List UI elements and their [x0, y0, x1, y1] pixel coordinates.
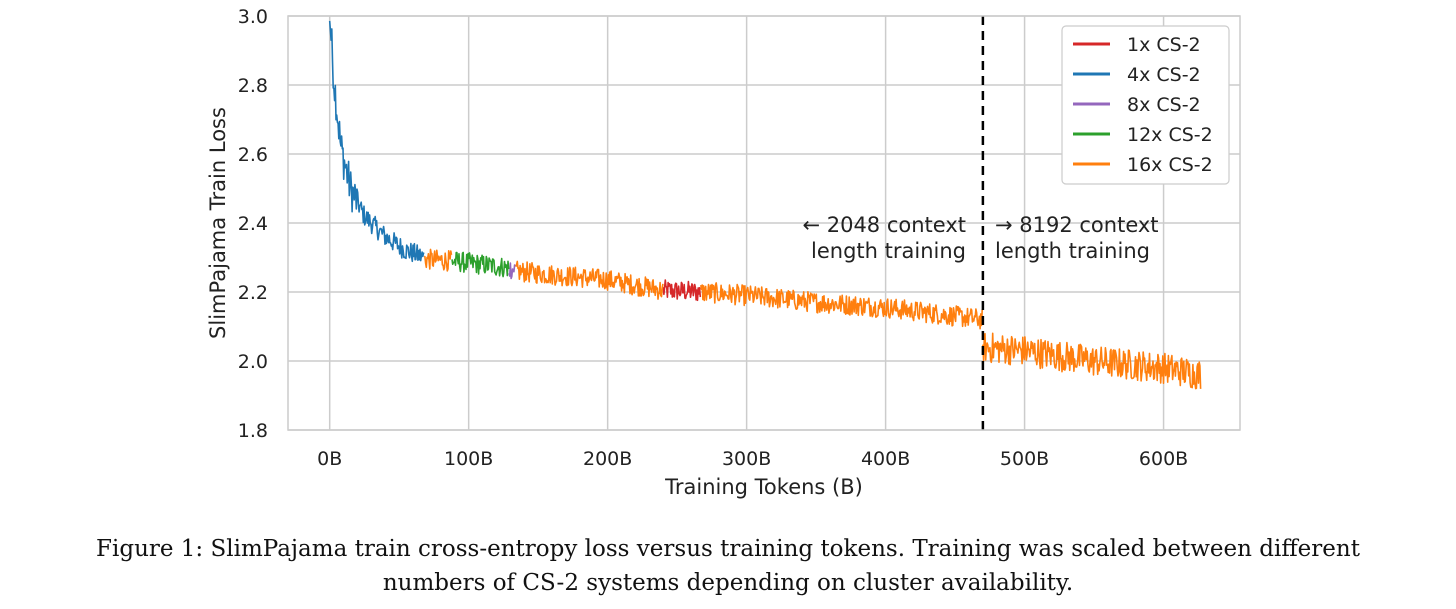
loss-chart: 0B 100B 200B 300B 400B 500B 600B 1.8 2.0 2.2 2.4 2… [206, 6, 1241, 499]
figure-caption: Figure 1: SlimPajama train cross-entropy… [0, 532, 1456, 600]
annotation-2048-line2: length training [811, 239, 966, 263]
legend-box [1061, 25, 1230, 185]
x-axis-label: Training Tokens (B) [664, 475, 863, 499]
y-tick-label: 2.0 [238, 351, 268, 373]
x-tick-label: 300B [722, 448, 771, 470]
series-line [508, 262, 517, 280]
y-tick-label: 2.2 [238, 282, 268, 304]
y-tick-label: 2.4 [238, 213, 268, 235]
series-line [662, 279, 702, 302]
series-line [328, 20, 425, 263]
y-ticks: 1.8 2.0 2.2 2.4 2.6 2.8 3.0 [238, 6, 268, 442]
legend-label: 12x CS-2 [1127, 124, 1213, 146]
legend-label: 16x CS-2 [1127, 154, 1213, 176]
caption-line-1: Figure 1: SlimPajama train cross-entropy… [96, 536, 1360, 562]
y-tick-label: 1.8 [238, 420, 268, 442]
legend-label: 1x CS-2 [1127, 34, 1201, 56]
series-line [982, 332, 1202, 390]
series-lines [328, 20, 1202, 390]
x-tick-label: 500B [1000, 448, 1049, 470]
x-tick-label: 600B [1139, 448, 1188, 470]
x-tick-label: 0B [317, 448, 342, 470]
series-line [423, 248, 453, 272]
legend-label: 4x CS-2 [1127, 64, 1201, 86]
plot-frame [287, 15, 1241, 431]
legend: 1x CS-2 4x CS-2 8x CS-2 12x CS-2 16x CS-2 [1061, 25, 1230, 185]
y-axis-label: SlimPajama Train Loss [206, 107, 230, 339]
series-line [515, 260, 664, 300]
legend-label: 8x CS-2 [1127, 94, 1201, 116]
y-tick-label: 2.6 [238, 144, 268, 166]
y-tick-label: 3.0 [238, 6, 268, 28]
x-tick-label: 400B [861, 448, 910, 470]
x-tick-label: 100B [444, 448, 493, 470]
x-ticks: 0B 100B 200B 300B 400B 500B 600B [317, 448, 1188, 470]
caption-line-2: numbers of CS-2 systems depending on clu… [382, 570, 1074, 596]
annotation-8192-line1: → 8192 context [995, 213, 1159, 237]
annotation-2048-line1: ← 2048 context [802, 213, 966, 237]
y-tick-label: 2.8 [238, 75, 268, 97]
x-tick-label: 200B [583, 448, 632, 470]
annotation-8192-line2: length training [995, 239, 1150, 263]
series-line [451, 251, 510, 278]
series-line [700, 282, 984, 330]
